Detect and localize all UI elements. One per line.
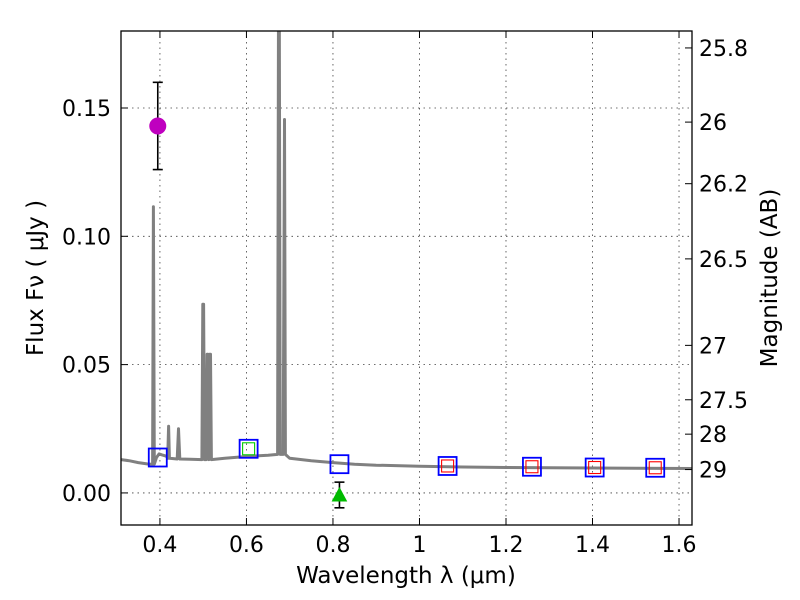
- magnitude-tick-label: 26.2: [699, 173, 748, 198]
- magnitude-tick-label: 26.5: [699, 248, 748, 273]
- y-axis-label: Flux Fν ( μJy ): [23, 200, 49, 356]
- plot-frame: [120, 30, 693, 526]
- limit-marker: [648, 461, 662, 475]
- y-tick-label: 0.05: [62, 354, 111, 379]
- x-axis-label: Wavelength λ (μm): [296, 563, 516, 589]
- magnitude-tick-label: 26: [699, 111, 727, 136]
- x-tick-label: 0.6: [229, 533, 264, 558]
- x-tick-label: 0.4: [142, 533, 177, 558]
- model-flux-marker: [584, 457, 605, 478]
- limit-marker: [242, 442, 256, 456]
- y-tick-label: 0.10: [62, 225, 111, 250]
- model-flux-marker: [645, 457, 666, 478]
- limit-marker: [441, 459, 455, 473]
- magnitude-tick-label: 29: [699, 459, 727, 484]
- y-axis-right-label: Magnitude (AB): [757, 189, 783, 368]
- y-tick-label: 0.15: [62, 97, 111, 122]
- y-tick-label: 0.00: [62, 482, 111, 507]
- model-flux-marker: [238, 438, 259, 459]
- limit-marker: [525, 460, 539, 474]
- magnitude-tick-label: 25.8: [699, 37, 748, 62]
- x-tick-label: 1.6: [662, 533, 697, 558]
- magnitude-tick-label: 28: [699, 423, 727, 448]
- x-tick-label: 0.8: [315, 533, 350, 558]
- axis-ticks: 0.4 0.6 0.8 1 1.2 1.4 1.6 0.00 0.05 0.10 0.15 25.8 2…: [62, 31, 748, 558]
- x-tick-label: 1.2: [488, 533, 523, 558]
- spectrum-line: [121, 31, 692, 470]
- model-flux-marker: [522, 456, 542, 477]
- plot-data: [121, 31, 692, 509]
- x-tick-label: 1: [412, 533, 426, 558]
- x-tick-label: 1.4: [575, 533, 610, 558]
- detection-marker: [149, 117, 167, 135]
- magnitude-tick-label: 27: [699, 334, 727, 359]
- model-flux-marker: [147, 447, 168, 468]
- model-flux-marker: [329, 454, 350, 475]
- model-flux-marker: [437, 456, 458, 476]
- upper-limit-marker: [331, 486, 348, 502]
- limit-marker: [588, 460, 602, 475]
- magnitude-tick-label: 27.5: [699, 389, 748, 414]
